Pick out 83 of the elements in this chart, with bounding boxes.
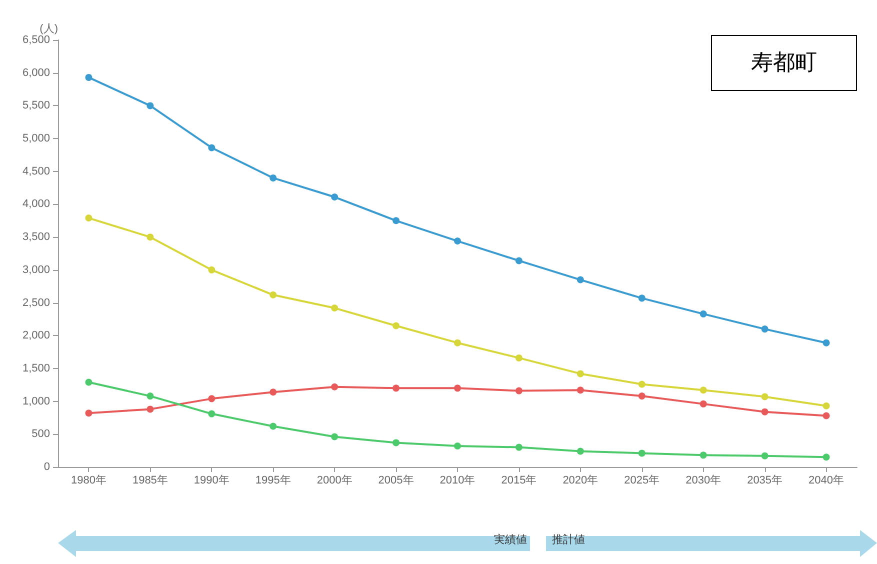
point [270,291,277,298]
y-tick-label: 4,500 [22,165,50,178]
y-axis-title: (人) [40,23,58,36]
x-tick-label: 2000年 [316,474,352,486]
x-tick-label: 2030年 [686,474,722,486]
point [515,444,522,451]
x-tick-label: 2020年 [562,474,598,486]
point [270,174,277,182]
point [331,304,338,312]
y-tick-label: 4,000 [22,198,50,210]
x-tick-label: 1995年 [255,474,291,486]
text: 推計値 [552,532,585,547]
point [700,452,707,459]
point [576,448,584,455]
point [208,395,216,402]
point [208,144,216,152]
point [638,392,646,400]
point [208,266,216,274]
point [638,450,646,457]
point [761,452,768,460]
point [761,393,768,400]
y-tick-label: 6,000 [22,66,50,79]
x-tick-label: 2005年 [378,474,414,486]
x-tick-label: 1980年 [70,474,106,486]
point [270,422,277,430]
text: 寿都町 [751,50,817,76]
point [822,454,830,461]
point [576,386,584,394]
point [700,310,707,318]
point [822,402,830,410]
point [822,339,830,346]
point [392,384,400,392]
point [576,276,584,284]
point [85,378,92,386]
point [454,442,461,450]
point [515,387,522,394]
point [146,102,154,110]
point [576,370,584,378]
point [761,326,768,333]
x-tick-label: 1985年 [132,474,168,486]
point [761,408,768,416]
y-tick-label: 0 [44,461,50,473]
point [638,294,646,302]
y-tick-label: 2,500 [22,296,50,309]
y-tick-label: 3,500 [22,231,50,244]
point [85,214,92,222]
point [331,383,338,390]
x-tick-label: 2025年 [624,474,660,486]
point [270,388,277,396]
text: 実績値 [494,532,527,547]
y-tick-label: 5,000 [22,132,50,145]
point [454,238,461,245]
y-tick-label: 500 [32,428,50,440]
point [208,410,216,418]
y-tick-label: 3,000 [22,264,50,276]
y-tick-label: 5,500 [22,100,50,112]
point [85,74,92,81]
point [454,384,461,392]
point [85,410,92,417]
point [700,400,707,408]
point [331,433,338,440]
point [146,406,154,413]
y-tick-label: 2,000 [22,330,50,342]
point [638,380,646,388]
point [146,234,154,241]
y-tick-label: 1,000 [22,395,50,408]
x-tick-label: 2015年 [501,474,537,486]
y-tick-label: 1,500 [22,362,50,374]
point [454,339,461,346]
x-tick-label: 1990年 [194,474,230,486]
point [700,386,707,394]
x-tick-label: 2010年 [440,474,476,486]
point [146,392,154,400]
point [515,354,522,362]
point [515,257,522,264]
x-tick-label: 2040年 [808,474,844,486]
point [822,412,830,420]
point [392,439,400,446]
y-tick-label: 6,500 [22,34,50,46]
point [331,194,338,201]
point [392,217,400,224]
x-tick-label: 2035年 [747,474,783,486]
point [392,322,400,330]
